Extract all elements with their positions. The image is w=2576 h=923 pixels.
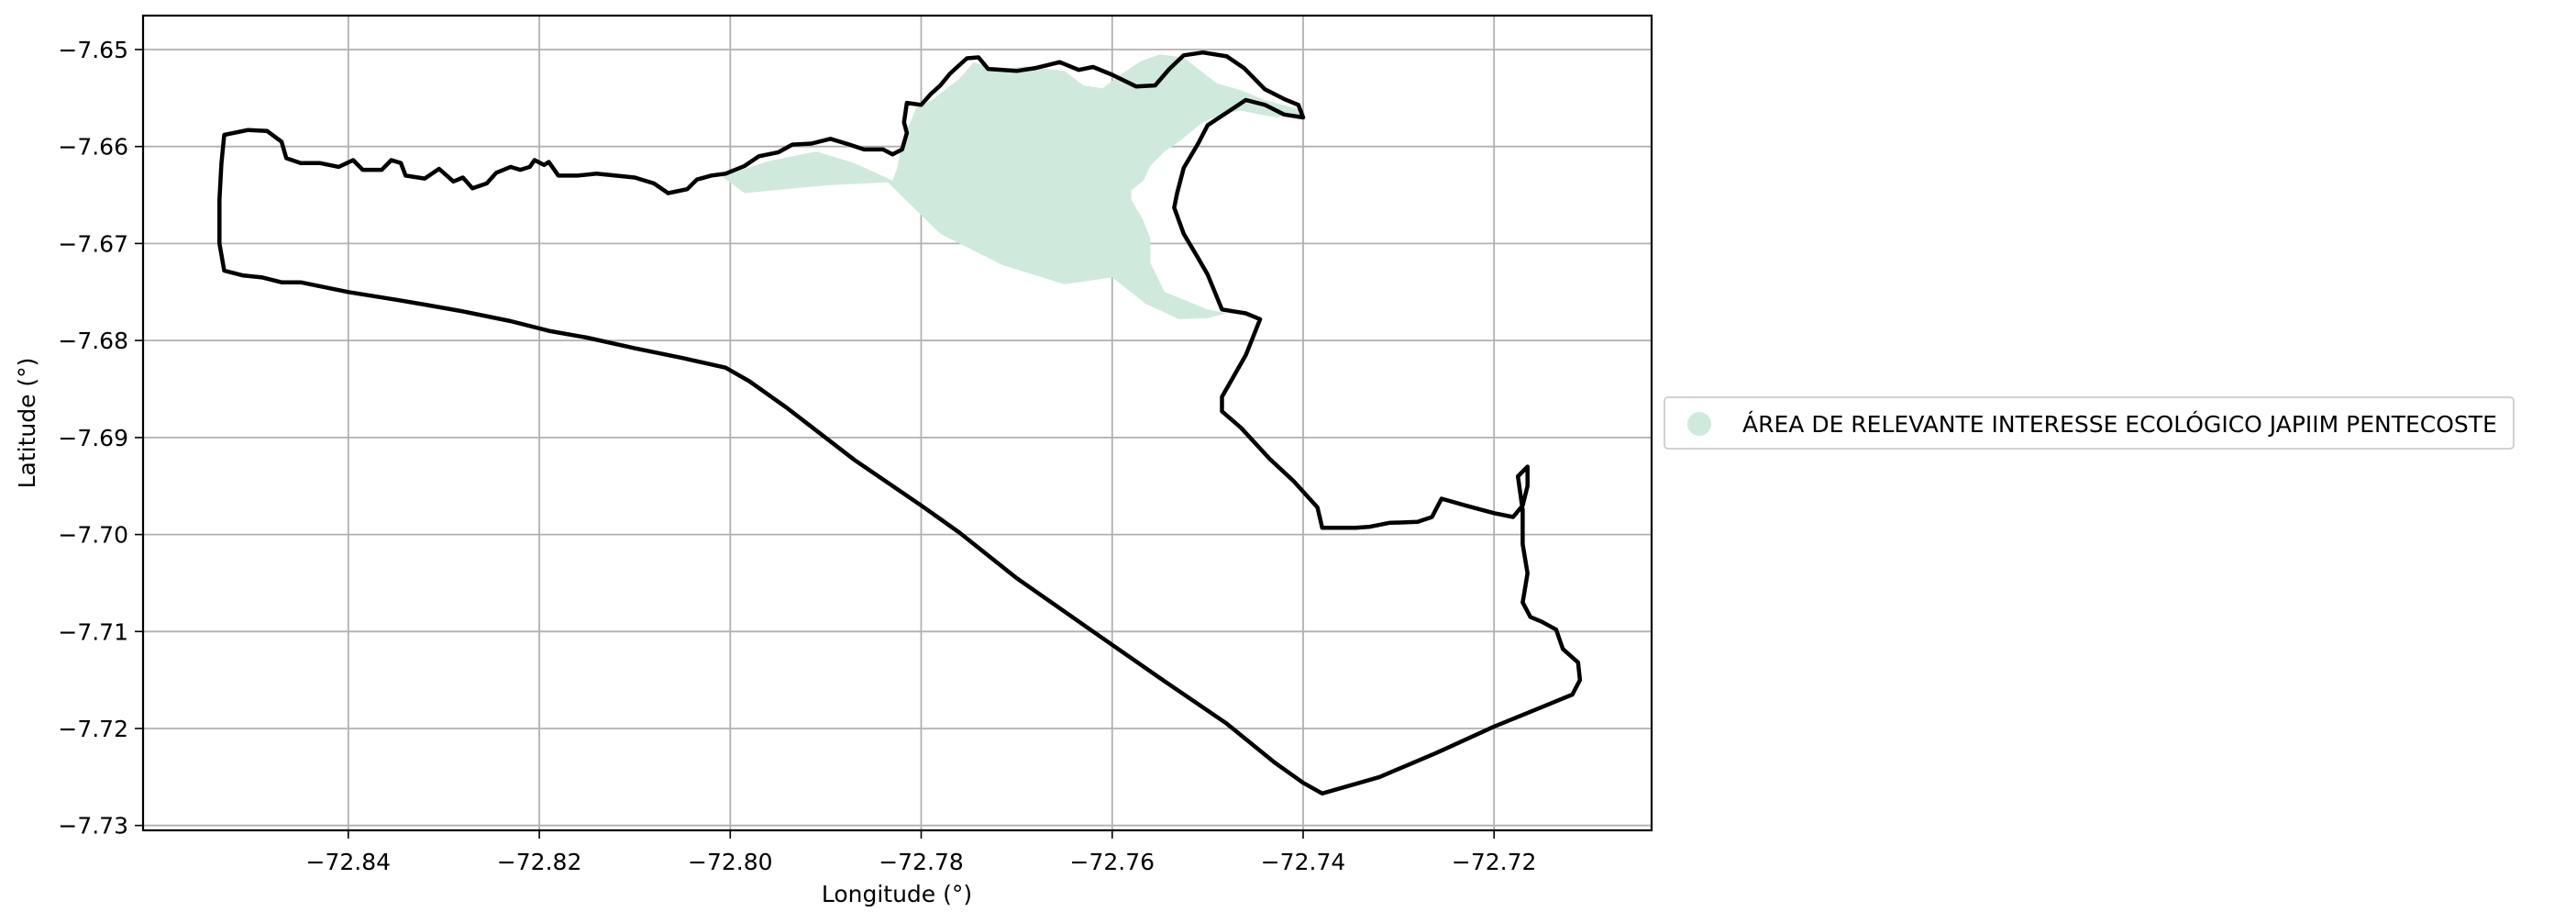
axis-ticks: −72.84 −72.82 −72.80 −72.78 −72.76 −72.74 −72.… <box>58 37 1536 875</box>
y-tick-label-4: −7.69 <box>58 425 128 451</box>
area-polygon-japiim-pentecoste <box>720 54 1306 319</box>
x-tick-label-5: −72.74 <box>1261 849 1346 875</box>
y-tick-label-0: −7.65 <box>58 37 128 63</box>
x-tick-label-4: −72.76 <box>1070 849 1155 875</box>
legend-frame <box>1664 396 2515 450</box>
grid-lines <box>143 16 1652 830</box>
y-axis-label: Latitude (°) <box>14 358 40 489</box>
x-tick-label-2: −72.80 <box>688 849 773 875</box>
y-tick-label-3: −7.68 <box>58 328 128 354</box>
boundary-line <box>217 50 1583 796</box>
y-tick-label-8: −7.73 <box>58 813 128 840</box>
x-axis-label: Longitude (°) <box>822 881 972 907</box>
x-tick-label-1: −72.82 <box>497 849 582 875</box>
y-tick-label-5: −7.70 <box>58 522 128 549</box>
x-tick-label-3: −72.78 <box>879 849 964 875</box>
y-tick-label-7: −7.72 <box>58 716 128 742</box>
map-layers <box>217 50 1583 796</box>
y-tick-label-2: −7.67 <box>58 230 128 257</box>
legend-entry-label: ÁREA DE RELEVANTE INTERESSE ECOLÓGICO JA… <box>1742 410 2497 438</box>
legend-swatch <box>1687 412 1711 436</box>
plot-area-frame <box>141 14 1653 832</box>
legend: ÁREA DE RELEVANTE INTERESSE ECOLÓGICO JA… <box>1664 396 2515 450</box>
y-tick-label-6: −7.71 <box>58 618 128 645</box>
x-tick-label-0: −72.84 <box>306 849 392 875</box>
y-tick-label-1: −7.66 <box>58 134 128 161</box>
x-tick-label-6: −72.72 <box>1452 849 1537 875</box>
